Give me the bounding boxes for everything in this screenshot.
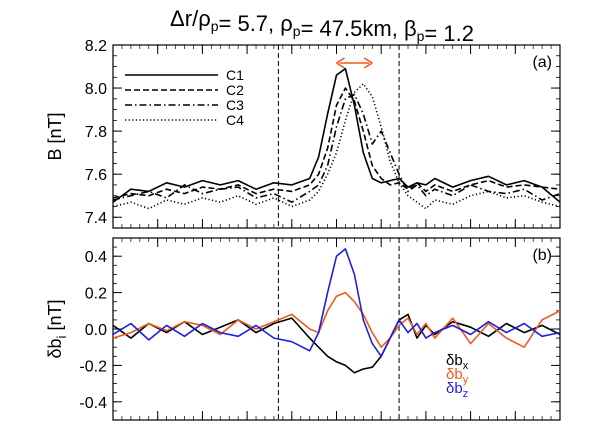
title-subscript: p [211,18,219,34]
series-line-bx [113,313,560,374]
legend-label-c4: C4 [226,112,244,128]
y-axis-label-main: δb [45,338,65,358]
component-label: δby [446,366,469,386]
component-label-sub: y [463,374,469,386]
y-tick-label: 7.6 [85,167,107,184]
y-axis-label-unit: [nT] [45,300,65,336]
y-tick-label: 0.0 [85,322,107,339]
title-text: = 5.7, [219,11,281,36]
plot-frame [112,44,561,229]
y-tick-label: 0.4 [85,249,107,266]
y-tick-label: 7.8 [85,124,107,141]
title-text: = 47.5km, [301,16,404,41]
width-arrow-head-right [363,57,373,69]
series-line-bz [113,248,560,358]
plot-frame [112,237,561,421]
series-line-c2 [113,87,560,199]
panel-tag: (b) [532,247,552,264]
series-line-c3 [113,93,560,203]
component-label-main: δb [446,380,463,397]
title-symbol: ρ [280,11,293,36]
title-symbol: β [404,16,417,41]
width-arrow-head-left [336,57,345,69]
chart-title: Δr/ρp= 5.7, ρp= 47.5km, βp= 1.2 [170,6,474,46]
component-label: δbz [446,380,468,400]
legend-label-c1: C1 [226,67,244,83]
series-line-c1 [113,67,560,203]
series-group [113,248,560,374]
title-text: Δr/ [170,6,199,31]
panel-tag: (a) [532,54,552,71]
component-label-sub: x [463,360,469,372]
component-label: δbx [446,352,469,372]
y-tick-label: -0.2 [79,358,107,375]
component-label-main: δb [446,352,463,369]
y-tick-label: 7.4 [85,210,107,227]
series-group [113,67,560,210]
y-axis-label: B [nT] [45,112,65,160]
title-text: = 1.2 [424,21,474,46]
series-line-by [113,291,560,349]
y-tick-label: -0.4 [79,395,107,412]
y-axis-label: δbi [nT] [45,300,69,359]
y-tick-label: 8.0 [85,81,107,98]
component-label-sub: z [463,388,469,400]
title-subscript: p [417,28,425,44]
component-label-main: δb [446,366,463,383]
legend-label-c2: C2 [226,82,244,98]
legend-label-c3: C3 [226,97,244,113]
y-tick-label: 0.2 [85,286,107,303]
y-axis-label-sub: i [54,335,69,338]
series-line-c4 [113,83,560,210]
y-tick-label: 8.2 [85,38,107,55]
title-symbol: ρ [198,6,211,31]
title-subscript: p [293,23,301,39]
